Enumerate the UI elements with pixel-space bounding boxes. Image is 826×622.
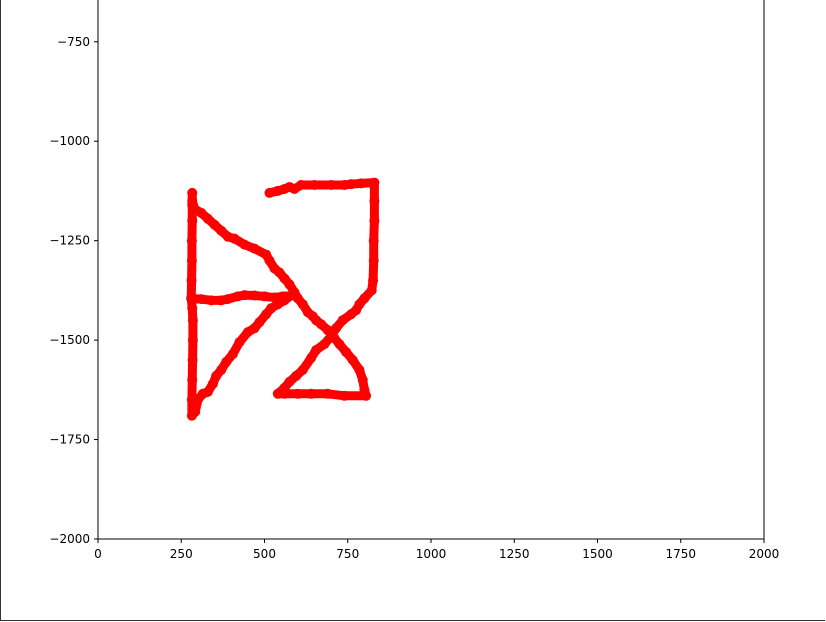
data-point [234, 337, 245, 348]
data-point [239, 239, 250, 250]
data-point [239, 290, 250, 301]
data-point [216, 225, 227, 236]
data-point [339, 390, 350, 401]
data-point [186, 394, 197, 405]
data-point [187, 303, 198, 314]
data-point [211, 370, 222, 381]
data-point [187, 187, 198, 198]
plot-area [186, 177, 380, 421]
data-point [322, 388, 333, 399]
y-tick-label: −1500 [49, 333, 90, 347]
data-point [368, 275, 379, 286]
data-point [221, 356, 232, 367]
data-point [326, 179, 337, 190]
data-point [207, 378, 218, 389]
y-tick-label: −1750 [49, 433, 90, 447]
data-point [291, 370, 302, 381]
data-point [186, 255, 197, 266]
y-tick-label: −750 [57, 35, 90, 49]
data-point [311, 345, 322, 356]
data-point [346, 179, 357, 190]
data-point [279, 388, 290, 399]
data-point [249, 290, 260, 301]
data-point [341, 347, 352, 358]
x-tick-label: 2000 [749, 547, 780, 561]
data-point [186, 293, 197, 304]
data-point [354, 364, 365, 375]
x-tick-label: 750 [336, 547, 359, 561]
data-point [264, 187, 275, 198]
x-tick-label: 1000 [416, 547, 447, 561]
data-point [187, 374, 198, 385]
data-point [222, 231, 233, 242]
y-tick-label: −1250 [49, 234, 90, 248]
x-tick-label: 0 [94, 547, 102, 561]
data-point [357, 374, 368, 385]
data-point [369, 177, 380, 188]
x-tick-label: 1500 [582, 547, 613, 561]
data-point [186, 235, 197, 246]
data-point [319, 339, 330, 350]
data-point [292, 388, 303, 399]
data-point [261, 309, 272, 320]
data-point [337, 315, 348, 326]
data-point [187, 354, 198, 365]
data-point [269, 263, 280, 274]
y-tick-label: −2000 [49, 532, 90, 546]
data-point [187, 199, 198, 210]
y-tick-label: −1000 [49, 134, 90, 148]
data-point [186, 410, 197, 421]
data-point [366, 285, 377, 296]
data-point [331, 323, 342, 334]
x-tick-label: 250 [170, 547, 193, 561]
data-point [369, 195, 380, 206]
data-point [329, 333, 340, 344]
data-point [261, 249, 272, 260]
data-point [322, 325, 333, 336]
data-point [356, 178, 367, 189]
data-point [297, 364, 308, 375]
data-point [187, 315, 198, 326]
data-point [306, 353, 317, 364]
data-point [186, 275, 197, 286]
data-point [202, 213, 213, 224]
data-point [227, 349, 238, 360]
data-point [259, 291, 270, 302]
axes: 0 250 500 750 1000 1250 1500 1750 2000 −750 −1000 −… [49, 0, 779, 561]
data-point [209, 219, 220, 230]
data-point [368, 255, 379, 266]
data-point [187, 215, 198, 226]
data-point [359, 384, 370, 395]
data-point [346, 309, 357, 320]
data-point [369, 215, 380, 226]
data-point [222, 294, 233, 305]
x-tick-label: 500 [253, 547, 276, 561]
data-point [368, 235, 379, 246]
data-point [242, 327, 253, 338]
data-point [309, 179, 320, 190]
data-point [296, 179, 307, 190]
x-tick-label: 1250 [499, 547, 530, 561]
data-point [206, 295, 217, 306]
data-point [302, 307, 313, 318]
data-point [196, 294, 207, 305]
data-point [306, 388, 317, 399]
data-point [187, 335, 198, 346]
data-point [249, 243, 260, 254]
data-point [347, 354, 358, 365]
x-tick-label: 1750 [665, 547, 696, 561]
